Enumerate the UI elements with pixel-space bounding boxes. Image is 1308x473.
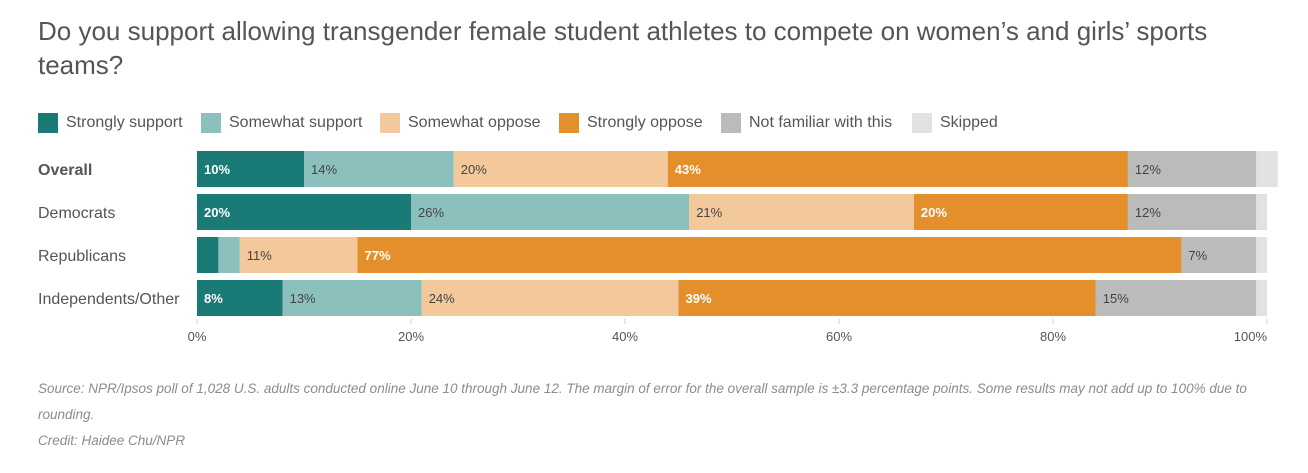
data-label: 12% xyxy=(1135,162,1161,177)
legend-label: Not familiar with this xyxy=(749,114,893,131)
legend-swatch xyxy=(559,113,579,133)
data-label: 39% xyxy=(686,291,712,306)
bar-somewhat-oppose xyxy=(453,151,668,187)
data-label: 10% xyxy=(204,162,230,177)
bar-not-familiar-with-this xyxy=(1127,194,1257,230)
data-label: 43% xyxy=(675,162,701,177)
bar-not-familiar-with-this xyxy=(1181,237,1257,273)
legend-label: Strongly oppose xyxy=(587,114,703,131)
legend-label: Somewhat support xyxy=(229,114,363,131)
bar-strongly-oppose xyxy=(913,194,1128,230)
bar-not-familiar-with-this xyxy=(1095,280,1257,316)
chart-footer: Source: NPR/Ipsos poll of 1,028 U.S. adu… xyxy=(38,376,1278,454)
x-tick-label: 100% xyxy=(1234,329,1268,344)
data-label: 11% xyxy=(247,248,272,263)
data-label: 21% xyxy=(696,205,722,220)
data-label: 15% xyxy=(1103,291,1129,306)
bar-somewhat-oppose xyxy=(689,194,914,230)
category-label-overall: Overall xyxy=(38,162,92,179)
category-label-republicans: Republicans xyxy=(38,248,126,265)
bar-strongly-support xyxy=(197,151,304,187)
data-label: 20% xyxy=(204,205,230,220)
bar-strongly-oppose xyxy=(678,280,1096,316)
data-label: 20% xyxy=(921,205,947,220)
source-note: Source: NPR/Ipsos poll of 1,028 U.S. adu… xyxy=(38,381,1247,422)
bar-not-familiar-with-this xyxy=(1127,151,1257,187)
x-tick-label: 80% xyxy=(1040,329,1066,344)
category-label-democrats: Democrats xyxy=(38,205,115,222)
chart-title: Do you support allowing transgender fema… xyxy=(38,16,1208,80)
bar-somewhat-support xyxy=(218,237,240,273)
x-tick-label: 20% xyxy=(398,329,424,344)
data-label: 8% xyxy=(204,291,223,306)
x-tick-label: 0% xyxy=(188,329,207,344)
data-label: 77% xyxy=(365,248,391,263)
data-label: 26% xyxy=(418,205,444,220)
legend-label: Somewhat oppose xyxy=(408,114,541,131)
chart-plot: Overall 10% 14% 20% 43% 12% Democrats 20% 26% 21%… xyxy=(38,151,1278,344)
legend-swatch xyxy=(38,113,58,133)
data-label: 24% xyxy=(429,291,455,306)
bar-strongly-support xyxy=(197,280,283,316)
bar-strongly-support xyxy=(197,237,219,273)
data-label: 7% xyxy=(1188,248,1207,263)
bar-skipped xyxy=(1256,237,1267,273)
bar-somewhat-support xyxy=(411,194,690,230)
bar-skipped xyxy=(1256,280,1267,316)
legend-label: Skipped xyxy=(940,114,998,131)
legend-swatch xyxy=(380,113,400,133)
legend-swatch xyxy=(721,113,741,133)
legend-label: Strongly support xyxy=(66,114,183,131)
bar-strongly-oppose xyxy=(667,151,1128,187)
bar-strongly-support xyxy=(197,194,411,230)
bar-strongly-oppose xyxy=(357,237,1182,273)
data-label: 12% xyxy=(1135,205,1161,220)
bar-somewhat-support xyxy=(304,151,454,187)
x-tick-label: 40% xyxy=(612,329,638,344)
legend-swatch xyxy=(912,113,932,133)
bar-somewhat-oppose xyxy=(239,237,358,273)
bar-somewhat-oppose xyxy=(421,280,679,316)
category-label-independents-other: Independents/Other xyxy=(38,291,180,308)
bar-skipped xyxy=(1256,151,1278,187)
credit-note: Credit: Haidee Chu/NPR xyxy=(38,433,186,448)
bar-somewhat-support xyxy=(282,280,422,316)
bar-skipped xyxy=(1256,194,1267,230)
data-label: 20% xyxy=(461,162,487,177)
data-label: 14% xyxy=(311,162,337,177)
x-tick-label: 60% xyxy=(826,329,852,344)
data-label: 13% xyxy=(290,291,316,306)
legend-swatch xyxy=(201,113,221,133)
